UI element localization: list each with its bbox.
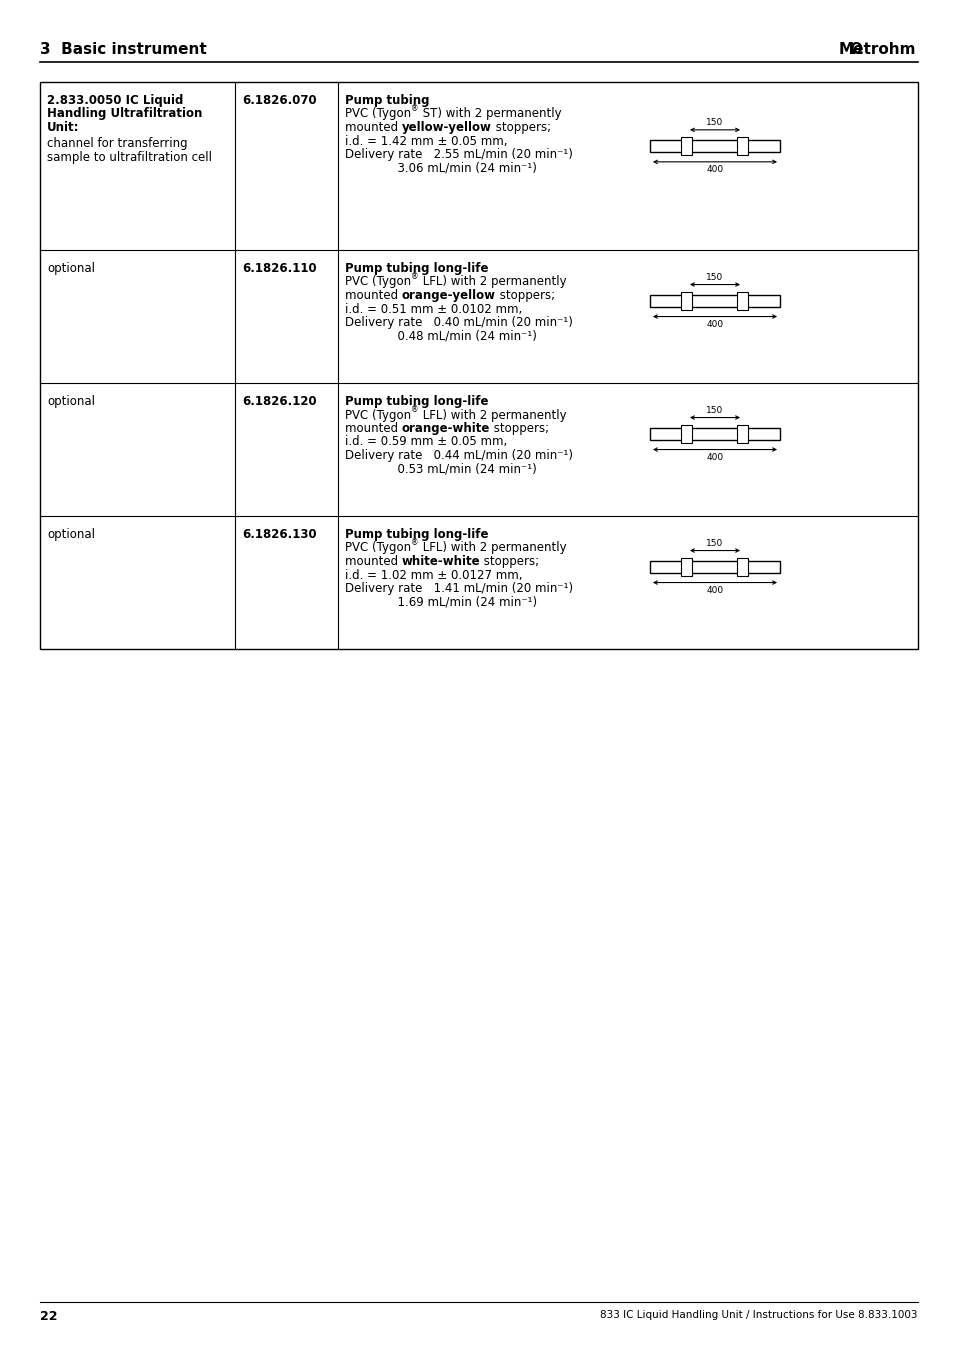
- Text: ®: ®: [411, 273, 418, 281]
- Text: Pump tubing: Pump tubing: [345, 95, 429, 107]
- Bar: [649, 561, 780, 573]
- Text: Ω: Ω: [849, 42, 862, 58]
- Text: yellow-yellow: yellow-yellow: [401, 122, 491, 134]
- Bar: [680, 136, 692, 155]
- Text: mounted: mounted: [345, 555, 401, 567]
- Text: ®: ®: [411, 539, 418, 547]
- Text: stoppers;: stoppers;: [490, 422, 549, 435]
- Text: i.d. = 0.59 mm ± 0.05 mm,: i.d. = 0.59 mm ± 0.05 mm,: [345, 435, 507, 449]
- Text: PVC (Tygon: PVC (Tygon: [345, 276, 411, 289]
- Text: Delivery rate   0.40 mL/min (20 min⁻¹): Delivery rate 0.40 mL/min (20 min⁻¹): [345, 316, 572, 330]
- Text: Delivery rate   2.55 mL/min (20 min⁻¹): Delivery rate 2.55 mL/min (20 min⁻¹): [345, 149, 572, 161]
- Text: Unit:: Unit:: [47, 122, 79, 134]
- Text: stoppers;: stoppers;: [480, 555, 539, 567]
- Bar: [680, 558, 692, 576]
- Text: optional: optional: [47, 528, 95, 540]
- Text: Delivery rate   1.41 mL/min (20 min⁻¹): Delivery rate 1.41 mL/min (20 min⁻¹): [345, 582, 573, 594]
- Text: i.d. = 1.42 mm ± 0.05 mm,: i.d. = 1.42 mm ± 0.05 mm,: [345, 135, 507, 147]
- Text: ®: ®: [411, 104, 418, 113]
- Text: 6.1826.070: 6.1826.070: [242, 95, 316, 107]
- Text: i.d. = 0.51 mm ± 0.0102 mm,: i.d. = 0.51 mm ± 0.0102 mm,: [345, 303, 521, 316]
- Text: 2.833.0050 IC Liquid: 2.833.0050 IC Liquid: [47, 95, 183, 107]
- Text: 3.06 mL/min (24 min⁻¹): 3.06 mL/min (24 min⁻¹): [345, 162, 537, 174]
- Text: 150: 150: [705, 405, 723, 415]
- Text: ST) with 2 permanently: ST) with 2 permanently: [418, 108, 560, 120]
- Text: 150: 150: [705, 273, 723, 281]
- Text: channel for transferring: channel for transferring: [47, 138, 188, 150]
- Bar: [680, 292, 692, 309]
- Text: PVC (Tygon: PVC (Tygon: [345, 108, 411, 120]
- Bar: [737, 292, 748, 309]
- Text: ®: ®: [411, 405, 418, 415]
- Text: 3  Basic instrument: 3 Basic instrument: [40, 42, 207, 58]
- Text: i.d. = 1.02 mm ± 0.0127 mm,: i.d. = 1.02 mm ± 0.0127 mm,: [345, 569, 522, 581]
- Text: stoppers;: stoppers;: [491, 122, 550, 134]
- Text: 6.1826.110: 6.1826.110: [242, 262, 316, 276]
- Text: stoppers;: stoppers;: [496, 289, 555, 303]
- Bar: [40, 82, 917, 648]
- Text: Metrohm: Metrohm: [838, 42, 915, 58]
- Text: 150: 150: [705, 539, 723, 547]
- Text: PVC (Tygon: PVC (Tygon: [345, 542, 411, 554]
- Text: Delivery rate   0.44 mL/min (20 min⁻¹): Delivery rate 0.44 mL/min (20 min⁻¹): [345, 449, 573, 462]
- Text: 6.1826.130: 6.1826.130: [242, 528, 316, 540]
- Text: white-white: white-white: [401, 555, 480, 567]
- Text: optional: optional: [47, 262, 95, 276]
- Text: 1.69 mL/min (24 min⁻¹): 1.69 mL/min (24 min⁻¹): [345, 596, 537, 608]
- Text: Pump tubing long-life: Pump tubing long-life: [345, 528, 488, 540]
- Text: mounted: mounted: [345, 289, 401, 303]
- Text: LFL) with 2 permanently: LFL) with 2 permanently: [418, 276, 566, 289]
- Text: 22: 22: [40, 1310, 57, 1323]
- Text: 400: 400: [706, 585, 722, 594]
- Bar: [737, 558, 748, 576]
- Text: mounted: mounted: [345, 122, 401, 134]
- Text: PVC (Tygon: PVC (Tygon: [345, 408, 411, 422]
- Text: optional: optional: [47, 394, 95, 408]
- Bar: [649, 141, 780, 151]
- Text: 0.53 mL/min (24 min⁻¹): 0.53 mL/min (24 min⁻¹): [345, 462, 537, 476]
- Bar: [680, 424, 692, 443]
- Text: 6.1826.120: 6.1826.120: [242, 394, 316, 408]
- Text: sample to ultrafiltration cell: sample to ultrafiltration cell: [47, 151, 212, 163]
- Text: 400: 400: [706, 165, 722, 174]
- Text: orange-yellow: orange-yellow: [401, 289, 496, 303]
- Text: orange-white: orange-white: [401, 422, 490, 435]
- Text: 0.48 mL/min (24 min⁻¹): 0.48 mL/min (24 min⁻¹): [345, 330, 537, 343]
- Bar: [737, 136, 748, 155]
- Text: Handling Ultrafiltration: Handling Ultrafiltration: [47, 108, 202, 120]
- Text: Pump tubing long-life: Pump tubing long-life: [345, 394, 488, 408]
- Text: 400: 400: [706, 453, 722, 462]
- Text: mounted: mounted: [345, 422, 401, 435]
- Text: LFL) with 2 permanently: LFL) with 2 permanently: [418, 542, 566, 554]
- Text: 150: 150: [705, 118, 723, 127]
- Text: LFL) with 2 permanently: LFL) with 2 permanently: [418, 408, 566, 422]
- Bar: [649, 427, 780, 439]
- Bar: [737, 424, 748, 443]
- Text: 400: 400: [706, 320, 722, 328]
- Bar: [649, 295, 780, 307]
- Text: 833 IC Liquid Handling Unit / Instructions for Use 8.833.1003: 833 IC Liquid Handling Unit / Instructio…: [599, 1310, 917, 1320]
- Text: Pump tubing long-life: Pump tubing long-life: [345, 262, 488, 276]
